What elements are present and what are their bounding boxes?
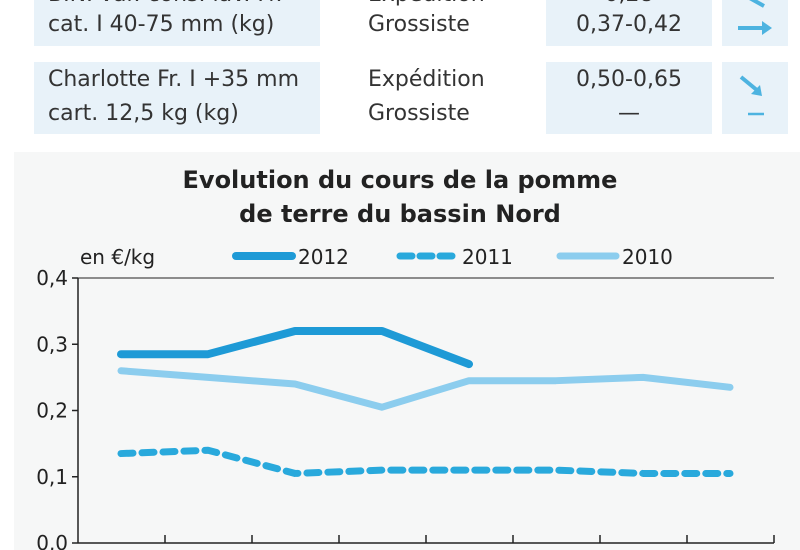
arrow-down-right-icon — [749, 0, 765, 8]
price-line2: — — [618, 101, 640, 126]
y-tick-label: 0,1 — [36, 465, 68, 489]
arrow-right-icon — [738, 21, 772, 35]
market-line2: Grossiste — [368, 12, 470, 37]
product-cell — [34, 62, 320, 134]
legend-label-2011: 2011 — [462, 245, 513, 269]
y-tick-label: 0,3 — [36, 332, 68, 356]
table-row: BIN. var. cons. lav. Fr. cat. I 40-75 mm… — [0, 0, 800, 46]
table-row: Charlotte Fr. I +35 mm cart. 12,5 kg (kg… — [0, 62, 800, 134]
series-line-2012 — [117, 327, 473, 369]
price-line1: 0,28 — [546, 0, 712, 12]
price-line1: 0,50-0,65 — [576, 67, 682, 92]
trend-cell — [722, 0, 788, 46]
product-line2: cart. 12,5 kg (kg) — [48, 101, 239, 126]
trend-cell — [722, 62, 788, 134]
series-line-2011 — [117, 446, 734, 477]
legend-label-2012: 2012 — [298, 245, 349, 269]
market-line1: Expédition — [368, 0, 485, 12]
price-cell — [546, 62, 712, 134]
product-line2: cat. I 40-75 mm (kg) — [48, 12, 275, 37]
chart-title-line2: de terre du bassin Nord — [239, 200, 561, 228]
market-line1: Expédition — [368, 67, 485, 92]
product-line1: BIN. var. cons. lav. Fr. — [48, 0, 282, 12]
price-line2: 0,37-0,42 — [576, 12, 682, 37]
product-line1: Charlotte Fr. I +35 mm — [48, 67, 300, 92]
legend-label-2010: 2010 — [622, 245, 673, 269]
chart-title-line1: Evolution du cours de la pomme — [182, 166, 618, 194]
y-axis-label: en €/kg — [80, 245, 155, 269]
arrow-down-right-icon — [739, 75, 762, 96]
y-tick-label: 0,0 — [36, 531, 68, 550]
market-line2: Grossiste — [368, 101, 470, 126]
y-tick-label: 0,2 — [36, 399, 68, 423]
series-line-2010 — [117, 367, 734, 411]
dash-icon — [748, 112, 764, 116]
product-cell — [34, 0, 320, 46]
y-tick-label: 0,4 — [36, 266, 68, 290]
price-cell — [546, 0, 712, 46]
